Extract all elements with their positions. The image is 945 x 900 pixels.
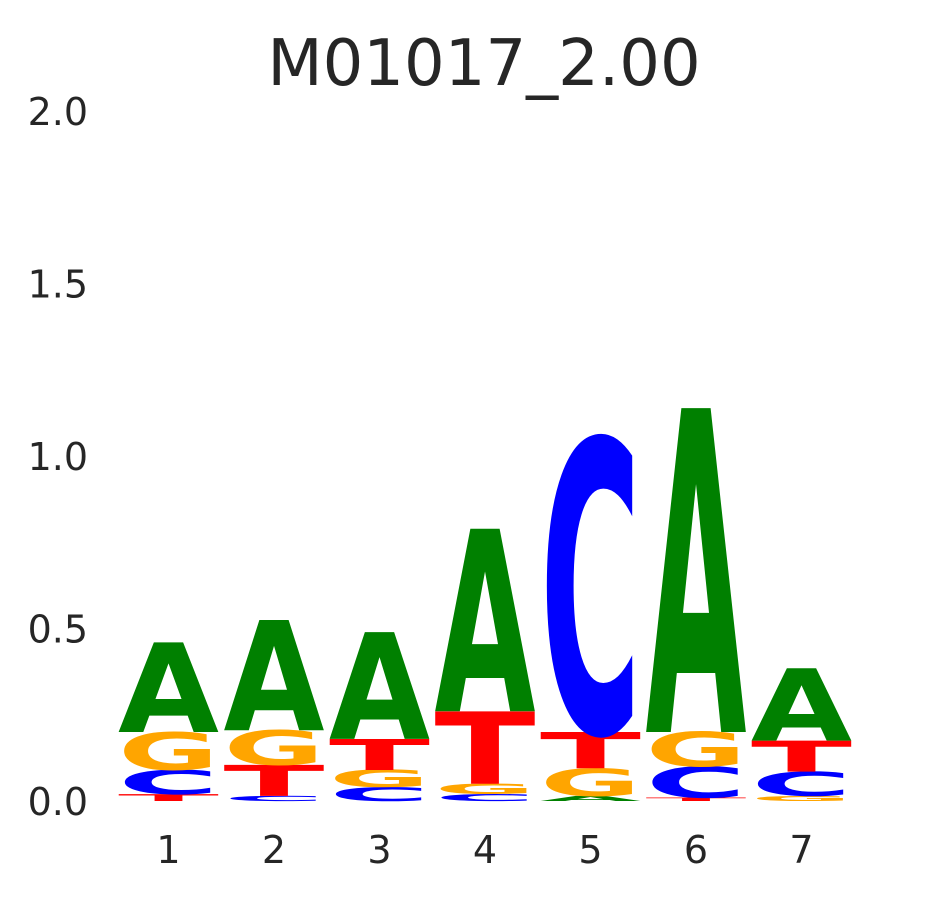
logo-letter-A: A xyxy=(329,603,430,774)
logo-letter-G: G xyxy=(224,721,325,776)
logo-letter-A: A xyxy=(646,321,748,838)
chart-title: M01017_2.00 xyxy=(267,27,700,101)
y-tick-label: 2.0 xyxy=(28,90,88,134)
y-tick-label: 1.0 xyxy=(28,435,88,479)
logo-letter-T: T xyxy=(751,732,852,782)
logo-letter-G: G xyxy=(751,794,852,802)
x-tick-label: 4 xyxy=(473,828,497,872)
logo-letter-T: T xyxy=(118,792,219,803)
logo-letter-G: G xyxy=(329,765,430,792)
x-axis-ticks: 1 2 3 4 5 6 7 xyxy=(156,828,813,872)
logo-letter-C: C xyxy=(540,359,641,827)
x-tick-label: 6 xyxy=(684,828,708,872)
x-tick-label: 2 xyxy=(262,828,286,872)
logo-letter-A: A xyxy=(118,618,219,761)
logo-letter-T: T xyxy=(540,723,641,781)
y-tick-label: 1.5 xyxy=(28,263,88,307)
logo-letter-C: C xyxy=(118,763,219,802)
logo-letter-A: A xyxy=(435,481,536,772)
logo-letter-G: G xyxy=(646,722,747,777)
x-tick-label: 1 xyxy=(156,828,180,872)
logo-letter-T: T xyxy=(646,797,747,803)
logo-letter-C: C xyxy=(646,758,747,808)
logo-letter-G: G xyxy=(118,722,219,783)
logo-letter-C: C xyxy=(329,784,430,806)
logo-letter-C: C xyxy=(435,792,536,803)
logo-letter-T: T xyxy=(435,692,536,808)
logo-letter-A: A xyxy=(540,794,642,802)
y-axis-ticks: 0.0 0.5 1.0 1.5 2.0 xyxy=(28,90,88,824)
logo-letter-C: C xyxy=(224,794,325,802)
logo-letter-T: T xyxy=(224,756,325,806)
x-tick-label: 5 xyxy=(578,828,602,872)
logo-letter-C: C xyxy=(751,765,852,804)
x-tick-label: 7 xyxy=(789,828,813,872)
logo-letter-A: A xyxy=(224,591,325,767)
y-tick-label: 0.5 xyxy=(28,608,88,652)
logo-letter-A: A xyxy=(751,649,852,765)
x-tick-label: 3 xyxy=(367,828,391,872)
logo-letter-G: G xyxy=(435,781,536,798)
logo-letter-G: G xyxy=(540,761,641,805)
logo-letter-T: T xyxy=(329,731,430,781)
y-tick-label: 0.0 xyxy=(28,780,88,824)
